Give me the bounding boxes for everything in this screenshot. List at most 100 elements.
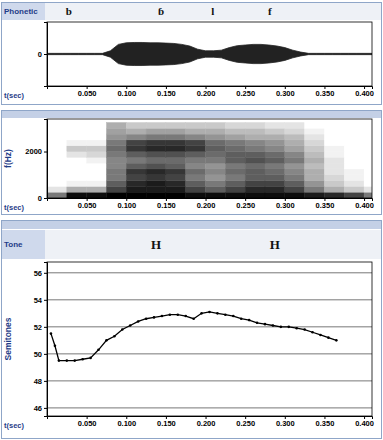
spectrogram-cell (285, 157, 305, 163)
y-axis: 02000 (25, 120, 47, 203)
spectrogram-cell (206, 169, 226, 175)
spectrogram-cell (106, 122, 126, 128)
spectrogram-cell (186, 157, 206, 163)
tick-mark (44, 300, 47, 301)
x-axis-tick: 0.200 (197, 86, 216, 98)
spectrogram-cell (146, 140, 166, 146)
spectrogram-cell (265, 163, 285, 169)
spectrogram-cell (245, 186, 265, 192)
spectrogram-cell (305, 122, 325, 128)
pitch-point (184, 315, 187, 318)
y-axis-tick: 0 (38, 50, 47, 59)
spectrogram-cell (305, 146, 325, 152)
tick-label: 0.150 (157, 89, 176, 98)
spectrogram-cell (67, 122, 87, 128)
pitch-point (280, 326, 283, 329)
spectrogram-cell (285, 186, 305, 192)
spectrogram-cell (285, 122, 305, 128)
spectrogram-cell (206, 134, 226, 140)
y-axis-tick: 50 (34, 350, 47, 359)
spectrogram-cell (245, 181, 265, 187)
pitch-point (105, 339, 108, 342)
tick-label: 50 (34, 350, 42, 359)
spectrogram-cell (87, 140, 107, 146)
spectrogram-cell (265, 134, 285, 140)
spectrogram-cell (225, 122, 245, 128)
spectrogram-cell (265, 192, 285, 198)
x-axis-tick: 0.200 (197, 198, 216, 210)
spectrogram-cell (126, 146, 146, 152)
tick-label: 54 (34, 296, 43, 305)
waveform (47, 42, 372, 65)
spectrogram-cell (106, 169, 126, 175)
pitch-point (54, 344, 57, 347)
spectrogram-cell (344, 163, 364, 169)
spectrogram-cell (206, 152, 226, 158)
spectrogram-cell (344, 128, 364, 134)
x-axis-tick: 0.150 (157, 198, 176, 210)
spectrogram-cell (166, 181, 186, 187)
spectrogram-cell (186, 169, 206, 175)
y-axis: 0 (38, 23, 48, 87)
spectrogram-cell (225, 169, 245, 175)
spectrogram-cell (67, 169, 87, 175)
y-axis-title: Semitones (3, 317, 13, 360)
spectrogram-cell (305, 128, 325, 134)
pitch-point (295, 327, 298, 330)
x-axis-tick: 0.400 (355, 86, 374, 98)
spectrogram-cell (67, 192, 87, 198)
pitch-point (208, 311, 211, 314)
spectrogram-cell (225, 192, 245, 198)
pitch-point (240, 317, 243, 320)
spectrogram-cell (106, 186, 126, 192)
spectrogram-cell (225, 146, 245, 152)
grid-line (47, 380, 372, 381)
spectrogram-cell (47, 163, 67, 169)
pitch-point (224, 313, 227, 316)
spectrogram-cell (265, 122, 285, 128)
plot-marks (47, 42, 372, 65)
y-axis-line (44, 23, 48, 87)
pitch-point (256, 321, 259, 324)
spectrogram-cell (206, 163, 226, 169)
spectrogram-cell (146, 192, 166, 198)
tier-label: H (151, 237, 161, 252)
spectrogram-cell (206, 186, 226, 192)
spectrogram-cell (344, 157, 364, 163)
pitch-point (153, 316, 156, 319)
spectrogram-cell (106, 134, 126, 140)
spectrogram-cell (344, 122, 364, 128)
spectrogram-cell (106, 157, 126, 163)
pitch-point (264, 323, 267, 326)
panel: Phoneticbɓlf0.0500.1000.1500.2000.2500.3… (2, 3, 382, 105)
tick-mark (44, 381, 47, 382)
tick-label: 0.050 (78, 419, 97, 428)
tick-mark (44, 327, 47, 328)
spectrogram-cell (285, 175, 305, 181)
pitch-point (97, 349, 100, 352)
spectrogram-cell (305, 152, 325, 158)
spectrogram-cell (245, 175, 265, 181)
spectrogram-cell (47, 140, 67, 146)
tick-label: 0.100 (117, 201, 136, 210)
spectrogram-cell (146, 175, 166, 181)
spectrogram-cell (87, 146, 107, 152)
tier-name-box (2, 3, 45, 20)
panel-frame (2, 221, 382, 439)
spectrogram-cell (87, 181, 107, 187)
pitch-point (89, 357, 92, 360)
spectrogram-cell (166, 146, 186, 152)
grid-line (47, 326, 372, 327)
spectrogram-cell (265, 175, 285, 181)
spectrogram-cell (206, 122, 226, 128)
tick-label: 0.300 (276, 419, 295, 428)
spectrogram-cell (206, 181, 226, 187)
spectrogram-cell (305, 140, 325, 146)
spectrogram-cell (225, 152, 245, 158)
spectrogram-cell (324, 163, 344, 169)
tier-name: Tone (4, 240, 23, 249)
plot-frame (47, 262, 372, 416)
spectrogram-cell (364, 122, 372, 128)
spectrogram-cell (285, 128, 305, 134)
spectrogram-cell (126, 152, 146, 158)
